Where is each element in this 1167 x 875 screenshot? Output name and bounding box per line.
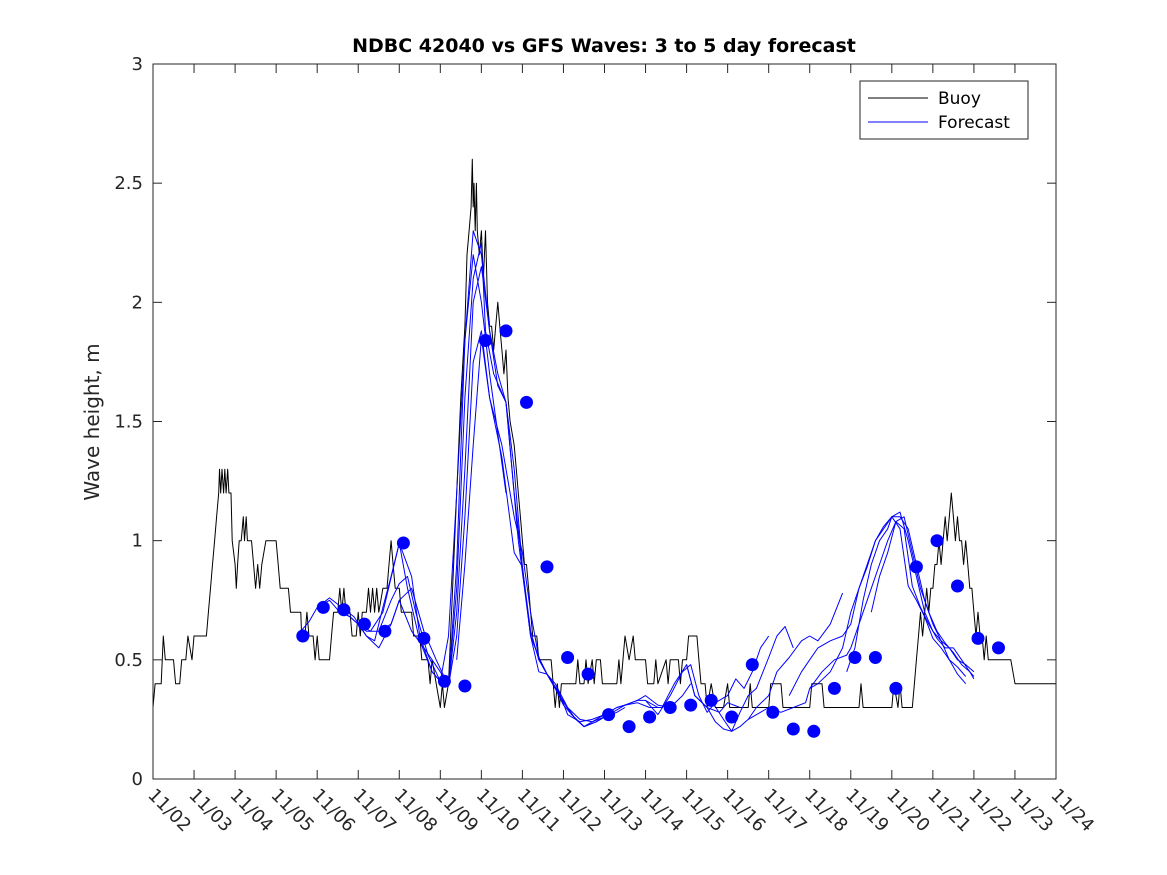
forecast-marker-30 — [889, 681, 903, 695]
y-ticks: 0 0.5 1 1.5 2 2.5 3 — [114, 54, 1056, 790]
buoy-series-line — [153, 158, 1056, 708]
forecast-marker-12 — [520, 395, 533, 409]
plot-area — [153, 158, 1056, 738]
forecast-marker-23 — [745, 658, 759, 672]
forecast-marker-11 — [499, 324, 513, 338]
legend: Buoy Forecast — [859, 80, 1029, 140]
forecast-marker-27 — [827, 681, 841, 695]
plot-series-group — [153, 158, 1056, 738]
forecast-marker-29 — [868, 651, 882, 664]
forecast-marker-3 — [337, 603, 351, 617]
legend-box — [859, 80, 1029, 140]
y-tick-label-4: 2 — [132, 292, 143, 313]
forecast-marker-13 — [540, 560, 554, 574]
forecast-marker-5 — [378, 624, 392, 638]
y-tick-label-0: 0 — [132, 769, 143, 790]
forecast-marker-21 — [704, 693, 718, 707]
forecast-marker-16 — [602, 708, 616, 722]
forecast-run-line-10 — [686, 626, 794, 732]
forecast-marker-35 — [992, 641, 1005, 655]
forecast-marker-20 — [684, 698, 698, 712]
forecast-marker-14 — [561, 651, 575, 664]
forecast-marker-7 — [417, 631, 431, 645]
forecast-marker-26 — [807, 724, 821, 738]
y-tick-label-5: 2.5 — [114, 173, 143, 194]
forecast-marker-31 — [909, 560, 923, 574]
forecast-marker-19 — [663, 701, 677, 714]
forecast-marker-18 — [643, 710, 657, 724]
y-axis-label: Wave height, m — [80, 343, 104, 500]
y-tick-label-1: 0.5 — [114, 650, 143, 671]
forecast-run-line-16 — [870, 516, 975, 677]
forecast-marker-17 — [622, 720, 636, 734]
forecast-run-line-14 — [809, 521, 975, 689]
y-tick-label-2: 1 — [132, 531, 143, 552]
forecast-marker-6 — [396, 536, 410, 550]
forecast-marker-22 — [725, 710, 739, 724]
forecast-run-line-12 — [747, 516, 967, 720]
forecast-marker-25 — [786, 722, 800, 736]
forecast-marker-28 — [848, 651, 862, 664]
y-tick-label-3: 1.5 — [114, 412, 143, 433]
legend-buoy-label: Buoy — [938, 89, 981, 109]
forecast-marker-2 — [316, 600, 330, 614]
forecast-marker-9 — [458, 679, 472, 693]
forecast-run-line-9 — [645, 635, 770, 716]
legend-forecast-label: Forecast — [938, 113, 1010, 133]
forecast-marker-34 — [971, 631, 985, 645]
forecast-marker-4 — [357, 617, 371, 631]
forecast-run-line-13 — [788, 516, 967, 696]
forecast-run-line-4 — [357, 266, 605, 728]
forecast-marker-24 — [766, 705, 780, 719]
forecast-marker-33 — [951, 579, 964, 593]
forecast-marker-32 — [930, 534, 944, 548]
forecast-marker-1 — [296, 629, 310, 643]
forecast-marker-15 — [581, 667, 595, 681]
forecast-run-line-11 — [710, 592, 844, 732]
forecast-marker-10 — [479, 334, 492, 347]
forecast-marker-8 — [437, 674, 451, 688]
forecast-run-line-1 — [296, 254, 507, 682]
y-tick-label-6: 3 — [132, 54, 143, 75]
chart-title: NDBC 42040 vs GFS Waves: 3 to 5 day fore… — [352, 35, 856, 57]
